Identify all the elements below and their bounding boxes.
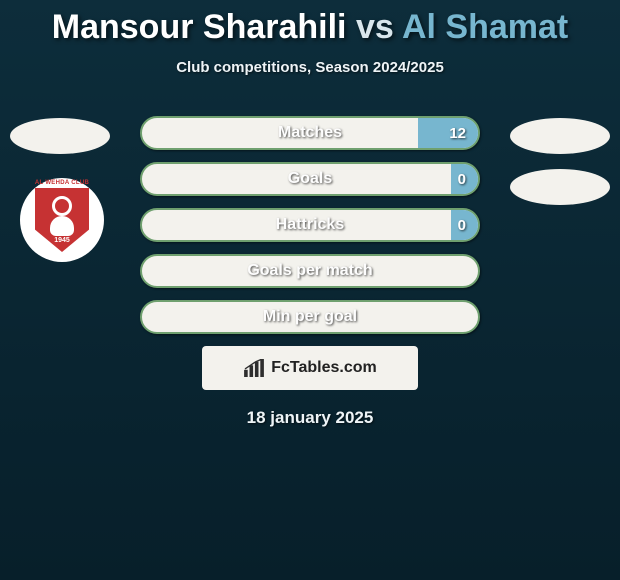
crest-shield-icon: 1945: [35, 188, 89, 252]
watermark-text: FcTables.com: [271, 359, 377, 377]
stat-label: Goals: [142, 164, 478, 194]
date-label: 18 january 2025: [0, 408, 620, 428]
player1-name: Mansour Sharahili: [52, 8, 347, 46]
stat-value-right: 0: [458, 164, 466, 194]
stat-label: Matches: [142, 118, 478, 148]
stat-label: Min per goal: [142, 302, 478, 332]
stat-row: Hattricks0: [140, 208, 480, 242]
page-title: Mansour Sharahili vs Al Shamat: [0, 0, 620, 47]
right-placeholder-oval-1: [510, 118, 610, 154]
player2-name: Al Shamat: [402, 8, 568, 46]
club-crest: AL WEHDA CLUB 1945: [20, 178, 104, 262]
bars-icon: [243, 359, 265, 377]
stat-row: Min per goal: [140, 300, 480, 334]
right-badge-col: [510, 118, 610, 205]
stat-value-right: 12: [449, 118, 466, 148]
stats-rows: Matches12Goals0Hattricks0Goals per match…: [140, 116, 480, 334]
right-placeholder-oval-2: [510, 169, 610, 205]
left-placeholder-oval: [10, 118, 110, 154]
left-badge-col: [10, 118, 110, 154]
crest-label: AL WEHDA CLUB: [20, 180, 104, 186]
stat-row: Goals per match: [140, 254, 480, 288]
vs-label: vs: [356, 8, 394, 46]
subtitle: Club competitions, Season 2024/2025: [0, 59, 620, 76]
watermark: FcTables.com: [202, 346, 418, 390]
stat-label: Hattricks: [142, 210, 478, 240]
stat-value-right: 0: [458, 210, 466, 240]
stat-row: Matches12: [140, 116, 480, 150]
crest-year: 1945: [35, 237, 89, 244]
stat-row: Goals0: [140, 162, 480, 196]
stat-label: Goals per match: [142, 256, 478, 286]
